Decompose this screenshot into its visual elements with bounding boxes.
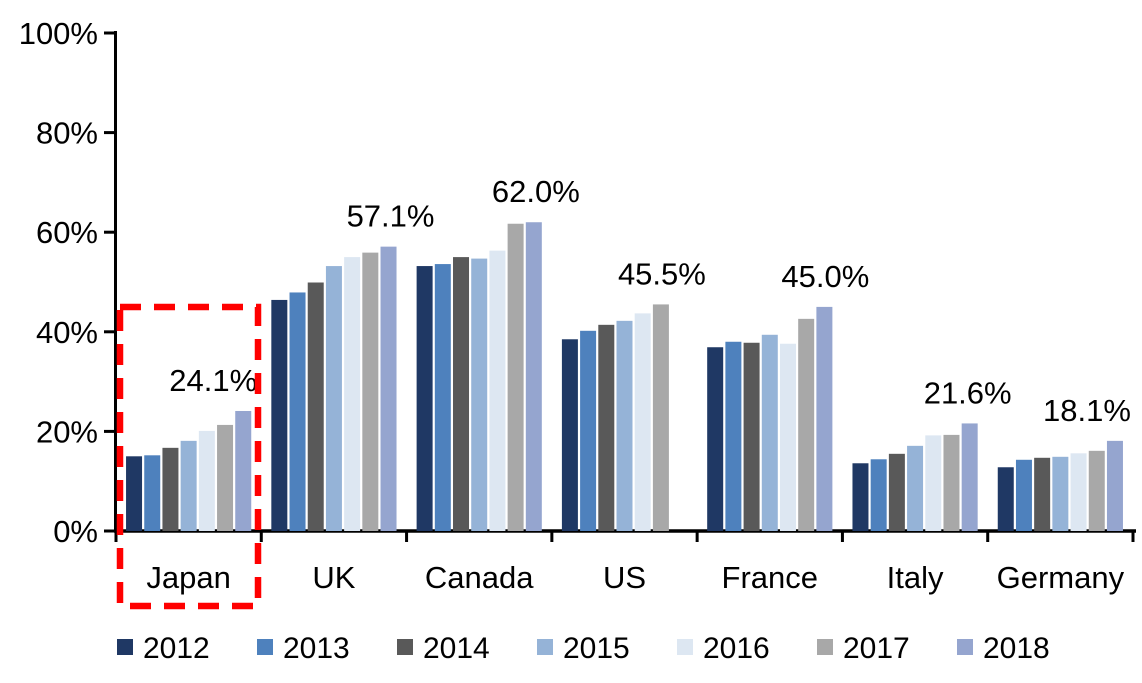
y-axis-tick-label-100%: 100%	[19, 16, 98, 51]
legend-swatch-2016	[677, 639, 693, 655]
data-label-Canada: 62.0%	[492, 174, 580, 209]
legend-label-2014: 2014	[423, 632, 490, 665]
x-axis-label-Italy: Italy	[887, 560, 944, 595]
data-label-US: 45.5%	[618, 256, 706, 291]
bar-Canada-2013	[434, 264, 451, 531]
bar-US-2016	[634, 313, 651, 531]
bar-France-2013	[725, 341, 742, 531]
bar-Germany-2012	[997, 467, 1014, 531]
bar-UK-2012	[271, 299, 288, 531]
bar-France-2015	[761, 334, 778, 531]
bar-France-2016	[779, 343, 796, 531]
y-axis-tick-label-40%: 40%	[36, 315, 98, 350]
x-axis-label-UK: UK	[312, 560, 355, 595]
x-axis-label-US: US	[603, 560, 646, 595]
bar-UK-2018	[380, 246, 397, 531]
bar-US-2012	[561, 339, 578, 531]
legend-swatch-2018	[957, 639, 973, 655]
bar-Canada-2018	[525, 222, 542, 532]
bar-US-2014	[598, 324, 615, 531]
legend-label-2013: 2013	[283, 632, 350, 665]
bar-US-2013	[580, 330, 597, 531]
legend-label-2017: 2017	[843, 632, 910, 665]
legend-label-2018: 2018	[983, 632, 1050, 665]
x-axis-label-Canada: Canada	[425, 560, 534, 595]
data-label-France: 45.0%	[781, 259, 869, 294]
highlight-box-japan	[116, 303, 262, 610]
bar-UK-2014	[307, 282, 324, 531]
bar-Germany-2014	[1034, 457, 1051, 531]
legend-swatch-2013	[257, 639, 273, 655]
bar-Canada-2016	[489, 250, 506, 531]
legend-swatch-2015	[537, 639, 553, 655]
bar-Japan-2013	[144, 455, 161, 531]
bar-Japan-2016	[198, 430, 215, 531]
bar-Germany-2016	[1070, 453, 1087, 531]
legend-label-2016: 2016	[703, 632, 770, 665]
bar-Germany-2013	[1015, 459, 1032, 531]
bar-France-2014	[743, 342, 760, 531]
data-label-Italy: 21.6%	[924, 375, 1012, 410]
legend-label-2012: 2012	[143, 632, 210, 665]
data-label-Germany: 18.1%	[1043, 393, 1131, 428]
bar-Italy-2017	[943, 434, 960, 531]
bar-Italy-2013	[870, 459, 887, 531]
bar-Canada-2017	[507, 223, 524, 531]
bar-Japan-2017	[217, 424, 234, 531]
bar-Germany-2017	[1088, 450, 1105, 531]
bar-Canada-2012	[416, 266, 433, 531]
legend-swatch-2012	[117, 639, 133, 655]
bar-Italy-2018	[961, 423, 978, 531]
legend-label-2015: 2015	[563, 632, 630, 665]
y-axis-tick-label-60%: 60%	[36, 215, 98, 250]
legend-swatch-2017	[817, 639, 833, 655]
data-label-UK: 57.1%	[347, 199, 435, 234]
legend-swatch-2014	[397, 639, 413, 655]
bar-UK-2015	[325, 266, 342, 531]
bar-Italy-2014	[888, 453, 905, 531]
bar-US-2015	[616, 320, 633, 531]
y-axis-tick-label-80%: 80%	[36, 116, 98, 151]
bar-Japan-2012	[126, 456, 143, 531]
bar-Japan-2018	[235, 410, 252, 531]
data-label-Japan: 24.1%	[169, 363, 257, 398]
y-axis-tick-label-20%: 20%	[36, 414, 98, 449]
bar-Japan-2014	[162, 447, 179, 531]
bar-Canada-2014	[453, 257, 470, 531]
bar-US-2017	[652, 304, 669, 531]
bar-France-2017	[798, 318, 815, 531]
bar-Italy-2012	[852, 463, 869, 531]
bar-UK-2016	[344, 257, 361, 531]
bar-UK-2017	[362, 252, 379, 532]
bar-Germany-2015	[1052, 456, 1069, 531]
bar-Italy-2015	[907, 445, 924, 531]
bar-Germany-2018	[1106, 440, 1123, 531]
bar-Japan-2015	[180, 440, 197, 531]
bar-Italy-2016	[925, 435, 942, 531]
bar-France-2018	[816, 306, 833, 531]
x-axis-label-France: France	[722, 560, 818, 595]
x-axis-label-Germany: Germany	[997, 560, 1125, 595]
y-axis-tick-label-0%: 0%	[53, 514, 98, 549]
bar-France-2012	[707, 347, 724, 531]
bar-UK-2013	[289, 292, 306, 531]
bar-Canada-2015	[471, 258, 488, 531]
x-axis-label-Japan: Japan	[146, 560, 230, 595]
